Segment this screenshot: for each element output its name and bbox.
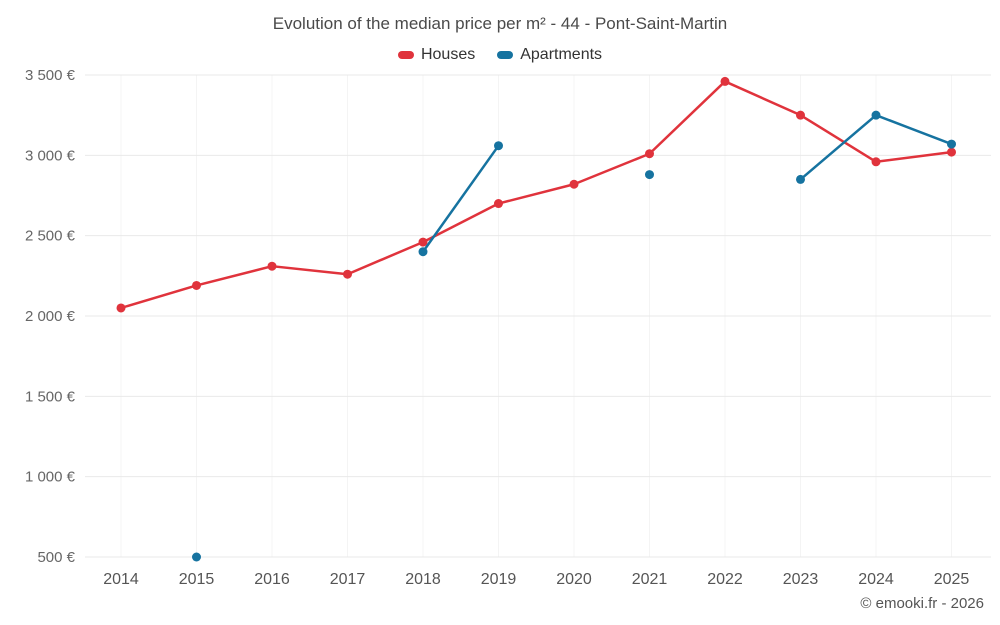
apartments-line (421, 144, 500, 253)
apartments-marker[interactable] (947, 139, 956, 149)
y-axis-tick-label: 2 000 € (25, 308, 76, 325)
houses-marker[interactable] (418, 237, 428, 247)
y-axis-tick-label: 1 000 € (25, 469, 76, 486)
y-axis-tick-label: 500 € (37, 549, 75, 566)
x-axis-tick-label: 2023 (783, 571, 819, 588)
apartments-marker[interactable] (645, 170, 654, 180)
houses-marker[interactable] (569, 179, 579, 189)
houses-legend-swatch-icon (397, 51, 414, 59)
chart-title: Evolution of the median price per m² - 4… (272, 14, 728, 33)
houses-marker[interactable] (192, 280, 201, 290)
houses-marker[interactable] (343, 269, 352, 279)
y-axis-tick-label: 1 500 € (25, 388, 76, 405)
y-axis-tick-label: 3 500 € (25, 67, 76, 84)
x-axis-tick-label: 2016 (254, 571, 290, 588)
apartments-marker[interactable] (418, 247, 428, 257)
x-axis-tick-label: 2025 (934, 571, 970, 588)
legend: Houses Apartments (0, 46, 1000, 64)
apartments-legend-label: Apartments (520, 46, 603, 63)
x-axis-tick-label: 2022 (707, 571, 743, 588)
y-axis-tick-label: 2 500 € (25, 228, 76, 245)
houses-marker[interactable] (267, 261, 277, 271)
y-axis-tick-label: 3 000 € (25, 147, 76, 164)
apartments-marker[interactable] (192, 552, 201, 562)
x-axis-tick-label: 2021 (632, 571, 668, 588)
legend-item-houses[interactable]: Houses (397, 46, 476, 64)
x-axis-tick-label: 2015 (179, 571, 215, 588)
houses-line (119, 80, 953, 310)
apartments-marker[interactable] (871, 110, 881, 120)
apartments-marker[interactable] (494, 141, 503, 151)
houses-marker[interactable] (720, 76, 730, 86)
copyright-text: © emooki.fr - 2026 (860, 595, 984, 612)
houses-marker[interactable] (645, 149, 654, 159)
x-axis-tick-label: 2020 (556, 571, 592, 588)
apartments-legend-swatch-icon (497, 51, 514, 59)
x-axis-tick-label: 2018 (405, 571, 441, 588)
houses-marker[interactable] (494, 199, 503, 209)
x-axis-tick-label: 2019 (481, 571, 517, 588)
apartments-marker[interactable] (796, 174, 805, 184)
x-axis-tick-label: 2017 (330, 571, 366, 588)
legend-item-apartments[interactable]: Apartments (497, 46, 602, 64)
x-axis-tick-label: 2014 (103, 571, 139, 588)
houses-marker[interactable] (796, 110, 805, 120)
houses-marker[interactable] (116, 303, 126, 313)
houses-legend-label: Houses (420, 46, 476, 63)
houses-marker[interactable] (947, 147, 956, 157)
x-axis-tick-label: 2024 (858, 571, 894, 588)
houses-marker[interactable] (871, 157, 881, 167)
